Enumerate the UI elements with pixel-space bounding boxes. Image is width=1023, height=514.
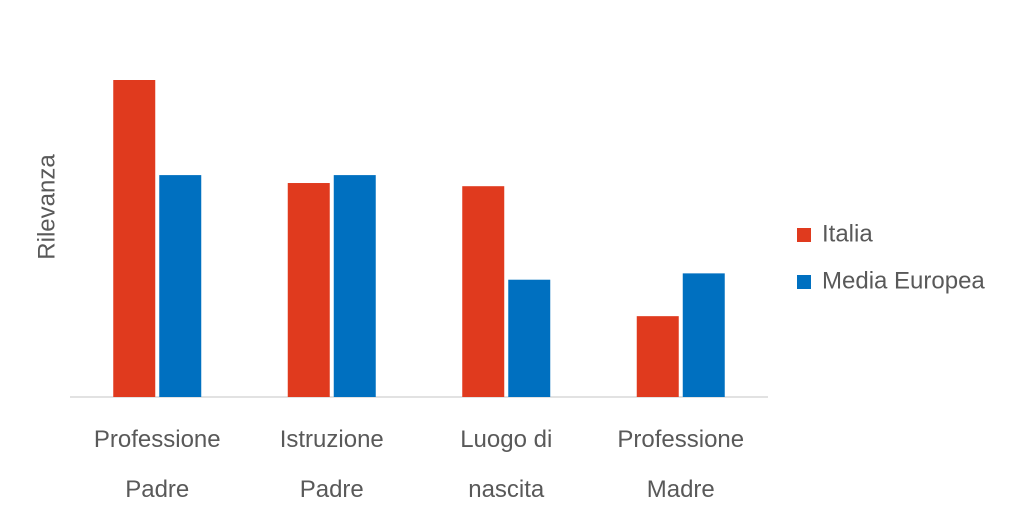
bar — [113, 80, 156, 397]
legend-swatch — [797, 228, 811, 242]
bar — [682, 273, 725, 397]
legend-label: Italia — [822, 220, 873, 247]
y-axis-label: Rilevanza — [33, 154, 60, 260]
bar — [636, 316, 679, 397]
bar — [462, 186, 505, 397]
bar — [159, 175, 202, 397]
x-tick-label: Istruzione Padre — [279, 426, 384, 503]
legend-label: Media Europea — [822, 267, 985, 294]
bar — [508, 279, 551, 397]
x-tick-label: Luogo di nascita — [460, 426, 553, 503]
bar — [333, 175, 376, 397]
x-tick-label: Professione Padre — [93, 426, 221, 503]
x-tick-label: Professione Madre — [617, 426, 745, 503]
bar — [287, 183, 330, 397]
legend-swatch — [797, 275, 811, 289]
